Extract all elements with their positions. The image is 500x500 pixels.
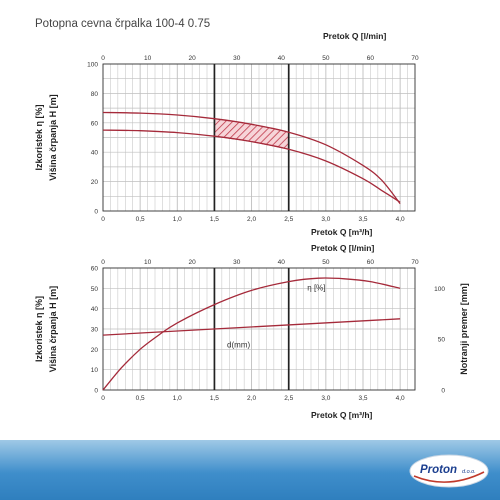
series-line-1 [102, 277, 401, 391]
top-x-tick-label: 20 [189, 259, 197, 266]
x-tick-label: 1,0 [173, 395, 182, 402]
y-tick-label: 40 [91, 306, 99, 313]
top-x-tick-label: 0 [101, 55, 105, 62]
y-axis-title-efficiency: Izkoristek η [%] [34, 296, 44, 362]
y-tick-label: 20 [91, 347, 99, 354]
top-x-tick-label: 50 [322, 259, 330, 266]
y-tick-label: 0 [94, 209, 98, 216]
y2-axis-title: Notranji premer [mm] [459, 283, 469, 375]
proton-logo: Proton d.o.o. [409, 454, 489, 488]
y-tick-label: 60 [91, 120, 99, 127]
y-tick-label: 10 [91, 367, 99, 374]
x-tick-label: 4,0 [396, 395, 405, 402]
x-tick-label: 3,0 [321, 216, 330, 223]
chart-title: Potopna cevna črpalka 100-4 0.75 [35, 18, 211, 30]
x-tick-label: 4,0 [396, 216, 405, 223]
x-tick-label: 3,5 [358, 216, 367, 223]
series-line-1 [102, 111, 401, 205]
series-label-1: η [%] [307, 283, 325, 292]
top-x-tick-label: 60 [367, 259, 375, 266]
x-tick-label: 2,0 [247, 216, 256, 223]
top-x-tick-label: 60 [367, 55, 375, 62]
top-x-tick-label: 30 [233, 259, 241, 266]
y-axis-title-head: Višina črpanja H [m] [48, 286, 58, 372]
logo-suffix: d.o.o. [462, 469, 476, 475]
logo-brand: Proton [420, 464, 457, 476]
y-tick-label: 50 [91, 286, 99, 293]
y-tick-label: 40 [91, 150, 99, 157]
y2-tick-label: 50 [438, 337, 446, 344]
top-x-tick-label: 20 [189, 55, 197, 62]
series-line-2 [102, 129, 401, 203]
top-x-tick-label: 50 [322, 55, 330, 62]
x-tick-label: 0 [101, 216, 105, 223]
y-axis-title-efficiency: Izkoristek η [%] [34, 104, 44, 170]
top-x-tick-label: 10 [144, 259, 152, 266]
top-x-tick-label: 0 [101, 259, 105, 266]
x-tick-label: 3,5 [358, 395, 367, 402]
y-tick-label: 30 [91, 327, 99, 334]
top-x-tick-label: 70 [411, 259, 419, 266]
top-x-tick-label: 40 [278, 55, 286, 62]
top-axis-title: Pretok Q [l/min] [311, 243, 374, 253]
x-tick-label: 2,0 [247, 395, 256, 402]
series-line-2 [102, 318, 401, 336]
x-tick-label: 3,0 [321, 395, 330, 402]
y-tick-label: 60 [91, 266, 99, 273]
x-tick-label: 0,5 [136, 216, 145, 223]
x-tick-label: 0,5 [136, 395, 145, 402]
y-tick-label: 20 [91, 179, 99, 186]
plot-frame [102, 267, 416, 391]
x-tick-label: 1,5 [210, 395, 219, 402]
y-tick-label: 80 [91, 91, 99, 98]
y-tick-label: 0 [94, 388, 98, 395]
top-axis-title: Pretok Q [l/min] [323, 31, 386, 41]
series-label-2: d(mm) [227, 340, 250, 349]
plot-frame [102, 63, 416, 212]
y2-tick-label: 0 [441, 388, 445, 395]
y-tick-label: 100 [87, 62, 98, 69]
y-axis-title-head: Višina črpanja H [m] [48, 94, 58, 180]
x-tick-label: 1,0 [173, 216, 182, 223]
x-tick-label: 2,5 [284, 216, 293, 223]
top-x-tick-label: 40 [278, 259, 286, 266]
x-axis-title: Pretok Q [m³/h] [311, 227, 373, 237]
top-x-tick-label: 10 [144, 55, 152, 62]
y2-tick-label: 100 [434, 286, 445, 293]
x-tick-label: 2,5 [284, 395, 293, 402]
x-tick-label: 1,5 [210, 216, 219, 223]
x-axis-title: Pretok Q [m³/h] [311, 410, 373, 420]
x-tick-label: 0 [101, 395, 105, 402]
top-x-tick-label: 30 [233, 55, 241, 62]
top-x-tick-label: 70 [411, 55, 419, 62]
